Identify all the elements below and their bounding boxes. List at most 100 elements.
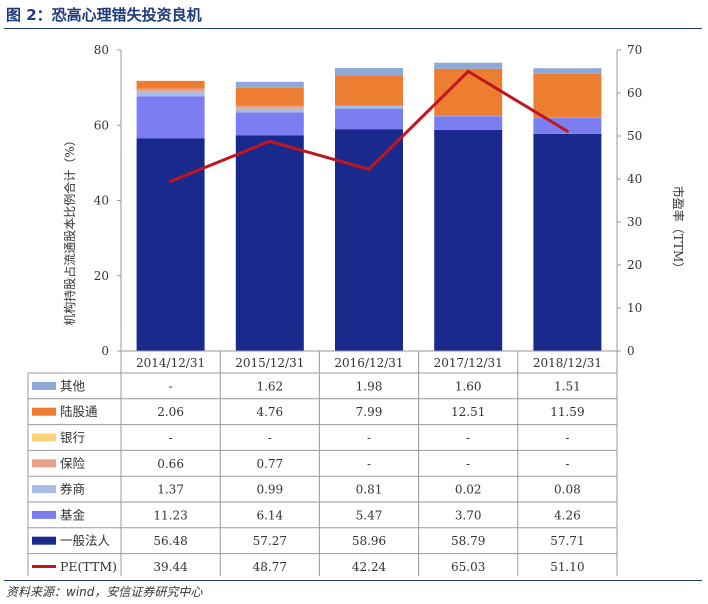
bar-segment <box>434 62 503 69</box>
table-cell-value: - <box>367 431 371 445</box>
table-cell-value: - <box>169 431 173 445</box>
bar-segment <box>136 80 205 89</box>
table-cell-value: 48.77 <box>253 560 287 574</box>
bar-segment <box>136 96 205 139</box>
legend-swatch <box>32 381 56 390</box>
table-cell-value: - <box>169 379 173 393</box>
table-cell-value: 11.23 <box>153 508 187 522</box>
title-divider <box>4 28 702 29</box>
pe-point <box>268 139 272 143</box>
table-cell-value: 0.81 <box>356 483 383 497</box>
table-cell-value: - <box>565 431 569 445</box>
table-cell-value: - <box>565 457 569 471</box>
table-cell-value: 1.37 <box>157 483 184 497</box>
table-cell-value: 0.08 <box>554 483 581 497</box>
bar-segment <box>533 133 602 351</box>
y-tick-label: 20 <box>94 269 109 283</box>
legend-swatch <box>32 510 56 519</box>
pe-point <box>367 167 371 171</box>
y-tick-label: 80 <box>94 43 109 57</box>
stacked-bar-line-chart: 0 20 40 60 80 0 10 20 30 40 50 60 70 2014/12/31 2015/… <box>27 43 686 576</box>
legend-swatch <box>32 433 56 442</box>
figure-title: 图 2：恐高心理错失投资良机 <box>6 6 202 24</box>
table-cell-value: 2.06 <box>157 405 184 419</box>
y-tick-label: 40 <box>94 194 109 208</box>
y2-tick-label: 60 <box>627 86 642 100</box>
table-cell-value: 65.03 <box>451 560 485 574</box>
pe-point <box>169 179 173 183</box>
table-cell-value: 6.14 <box>256 508 283 522</box>
bar-segment <box>136 88 205 92</box>
legend-label: 基金 <box>60 507 86 522</box>
bar-segment <box>533 68 602 74</box>
y-axis-title: 机构持股占流通股本比例合计（%） <box>62 134 77 325</box>
x-tick-label: 2015/12/31 <box>235 356 304 370</box>
bar-segment <box>235 135 304 351</box>
table-cell-value: 0.02 <box>455 483 482 497</box>
table-cell-value: 12.51 <box>451 405 485 419</box>
table-cell-value: 0.77 <box>256 457 283 471</box>
table-cell-value: 11.59 <box>550 405 584 419</box>
table-cell-value: 4.26 <box>554 508 581 522</box>
table-cell-value: 0.66 <box>157 457 184 471</box>
bar-segment <box>235 112 304 136</box>
y2-tick-label: 20 <box>627 258 642 272</box>
legend-label: 银行 <box>60 430 85 445</box>
x-tick-label: 2014/12/31 <box>136 356 205 370</box>
y2-tick-label: 30 <box>627 215 642 229</box>
bar-segment <box>235 87 304 106</box>
legend-label: PE(TTM) <box>60 559 117 574</box>
bar-segment <box>335 105 403 109</box>
table-cell-value: - <box>466 431 470 445</box>
table-cell-value: 4.76 <box>256 405 283 419</box>
table-cell-value: 1.60 <box>455 379 482 393</box>
table-cell-value: - <box>367 457 371 471</box>
table-cell-value: - <box>268 431 272 445</box>
table-cell-value: 1.51 <box>554 379 581 393</box>
legend-label: 陆股通 <box>60 404 98 419</box>
bar-segment <box>533 117 602 119</box>
legend-swatch <box>32 485 56 494</box>
table-cell-value: 3.70 <box>455 508 482 522</box>
bar-segment <box>434 115 503 117</box>
bar-segment <box>434 115 503 130</box>
table-cell-value: - <box>466 457 470 471</box>
legend-label: 其他 <box>60 378 86 393</box>
y-tick-label: 60 <box>94 118 109 132</box>
y2-tick-label: 70 <box>627 43 642 57</box>
legend-label: 保险 <box>60 456 86 471</box>
legend-label: 一般法人 <box>60 533 111 548</box>
bar-segment <box>335 129 403 351</box>
pe-point <box>466 69 470 73</box>
bar-segment <box>335 75 403 106</box>
legend-label: 券商 <box>60 482 85 497</box>
legend-swatch <box>32 459 56 468</box>
table-cell-value: 1.98 <box>356 379 383 393</box>
table-cell-value: 57.71 <box>550 534 584 548</box>
y2-tick-label: 0 <box>627 344 635 358</box>
legend-swatch <box>32 536 56 545</box>
table-cell-value: 57.27 <box>253 534 287 548</box>
bar-segment <box>136 138 205 351</box>
source-note: 资料来源：wind，安信证券研究中心 <box>6 585 203 599</box>
bar-segment <box>335 68 403 76</box>
table-cell-value: 5.47 <box>356 508 383 522</box>
y-tick-label: 0 <box>101 344 109 358</box>
y2-tick-label: 10 <box>627 301 642 315</box>
x-tick-label: 2016/12/31 <box>334 356 403 370</box>
legend-swatch <box>32 407 56 416</box>
bar-segment <box>235 105 304 109</box>
table-cell-value: 39.44 <box>153 560 188 574</box>
bar-segment <box>434 129 503 351</box>
bar-segment <box>335 108 403 130</box>
table-cell-value: 51.10 <box>550 560 584 574</box>
table-cell-value: 42.24 <box>352 560 387 574</box>
table-cell-value: 7.99 <box>356 405 383 419</box>
table-cell-value: 0.99 <box>256 483 283 497</box>
y2-tick-label: 50 <box>627 129 642 143</box>
x-tick-label: 2018/12/31 <box>533 356 602 370</box>
pe-point <box>565 129 569 133</box>
source-divider <box>4 580 702 581</box>
y2-axis-title: 市盈率（TTM） <box>671 186 686 275</box>
bar-segment <box>434 68 503 116</box>
